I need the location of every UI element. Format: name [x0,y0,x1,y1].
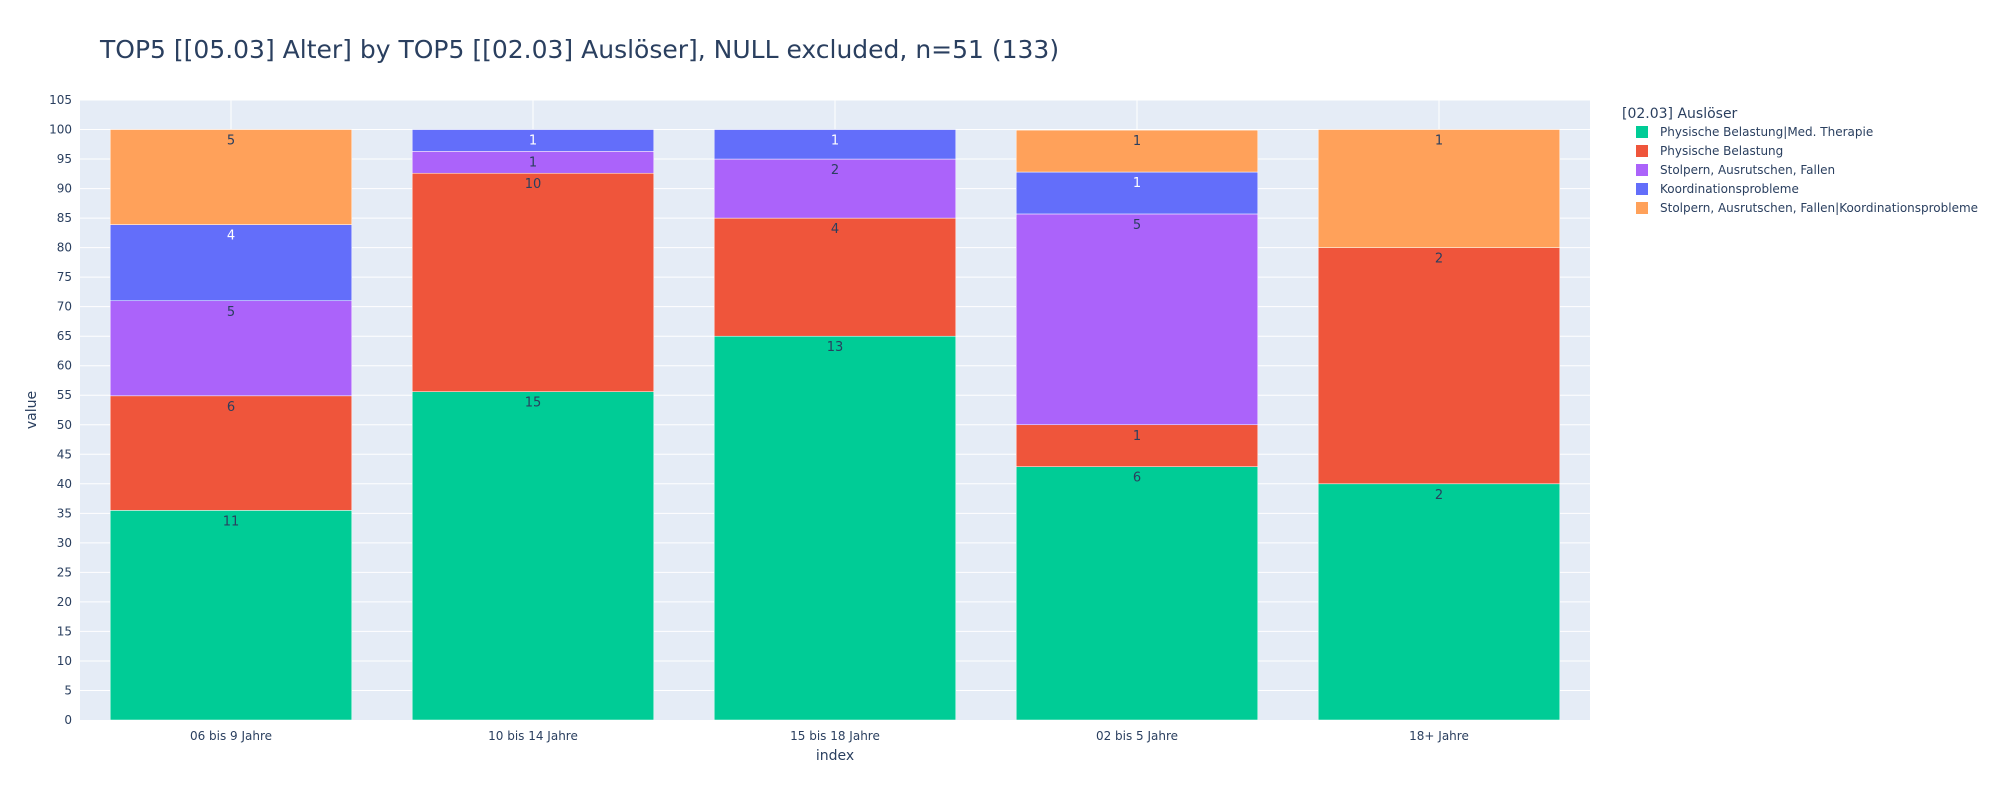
legend-item-label[interactable]: Stolpern, Ausrutschen, Fallen [1660,163,1835,177]
y-tick-label: 45 [57,447,72,461]
bar-segment [109,300,353,397]
y-tick-label: 15 [57,624,72,638]
legend-item-label[interactable]: Physische Belastung|Med. Therapie [1660,125,1873,139]
x-tick-label: 15 bis 18 Jahre [790,729,880,743]
data-label: 1 [1133,134,1141,149]
legend: Physische Belastung|Med. Therapie Physisc… [1636,125,1978,215]
data-label: 2 [1435,252,1443,267]
y-tick-label: 75 [57,270,72,284]
y-tick-label: 95 [57,152,72,166]
data-label: 1 [1133,176,1141,191]
legend-swatch[interactable] [1636,164,1648,176]
bar-segment [109,224,353,302]
y-tick-label: 0 [64,713,72,727]
legend-title: [02.03] Auslöser [1622,106,1738,122]
legend-item-label[interactable]: Koordinationsprobleme [1660,182,1799,196]
bar-segment [411,172,655,392]
data-label: 2 [1435,488,1443,503]
y-tick-label: 55 [57,388,72,402]
bar-segment [713,158,957,219]
data-label: 4 [227,229,235,244]
y-tick-label: 20 [57,595,72,609]
bar-segment [713,335,957,721]
legend-swatch[interactable] [1636,145,1648,157]
bar-segment [1015,466,1259,721]
data-label: 2 [831,163,839,178]
bar-segment [411,129,655,152]
legend-item-label[interactable]: Physische Belastung [1660,144,1783,158]
bar-segment [1317,247,1561,485]
x-tick-label: 02 bis 5 Jahre [1096,729,1178,743]
data-label: 1 [831,134,839,149]
bar-segment [1015,171,1259,215]
y-tick-label: 105 [49,93,72,107]
y-tick-label: 25 [57,565,72,579]
y-tick-label: 50 [57,418,72,432]
legend-swatch[interactable] [1636,126,1648,138]
data-label: 11 [223,514,240,529]
bar-segment [1015,129,1259,173]
y-tick-label: 40 [57,477,72,491]
x-tick-label: 18+ Jahre [1409,729,1469,743]
x-tick-label: 06 bis 9 Jahre [190,729,272,743]
data-label: 1 [1133,429,1141,444]
y-tick-label: 90 [57,182,72,196]
bar-segment [109,129,353,225]
legend-swatch[interactable] [1636,183,1648,195]
legend-swatch[interactable] [1636,202,1648,214]
data-label: 4 [831,222,839,237]
data-label: 1 [529,155,537,170]
legend-item-label[interactable]: Stolpern, Ausrutschen, Fallen|Koordinati… [1660,201,1978,215]
bar-segment [109,510,353,721]
data-label: 10 [525,177,542,192]
y-tick-label: 10 [57,654,72,668]
bar-segment [713,217,957,337]
data-label: 5 [227,305,235,320]
x-tick-label: 10 bis 14 Jahre [488,729,578,743]
data-label: 1 [1435,134,1443,149]
data-label: 5 [1133,218,1141,233]
data-label: 13 [827,340,844,355]
data-label: 6 [227,400,235,415]
data-label: 15 [525,396,542,411]
bar-segment [713,129,957,160]
y-tick-label: 60 [57,359,72,373]
bars [109,129,1561,721]
data-label: 1 [529,134,537,149]
y-tick-label: 85 [57,211,72,225]
y-axis-title: value [24,391,40,429]
y-tick-label: 5 [64,683,72,697]
data-label: 5 [227,134,235,149]
bar-segment [1317,129,1561,248]
chart-title: TOP5 [[05.03] Alter] by TOP5 [[02.03] Au… [99,35,1059,64]
bar-segment [109,395,353,511]
bar-segment [1015,424,1259,467]
x-axis-title: index [816,748,854,764]
y-tick-label: 100 [49,123,72,137]
y-tick-label: 70 [57,300,72,314]
y-tick-label: 30 [57,536,72,550]
y-tick-label: 35 [57,506,72,520]
data-label: 6 [1133,471,1141,486]
bar-segment [1015,213,1259,426]
bar-segment [411,391,655,721]
y-tick-label: 65 [57,329,72,343]
bar-segment [1317,483,1561,721]
y-tick-label: 80 [57,241,72,255]
